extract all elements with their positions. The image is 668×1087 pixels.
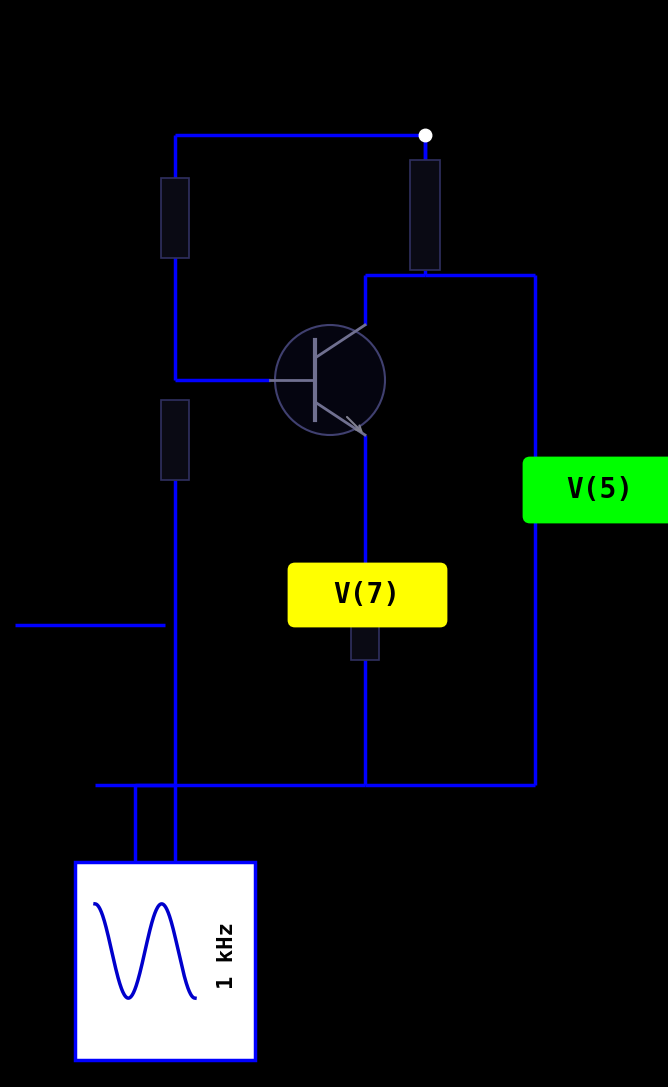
FancyBboxPatch shape (524, 458, 668, 522)
Text: 1 kHz: 1 kHz (217, 923, 237, 989)
Bar (410, 160, 440, 270)
Bar (351, 580, 379, 660)
Text: V(7): V(7) (333, 580, 401, 609)
Text: V(5): V(5) (566, 476, 633, 504)
Circle shape (275, 325, 385, 435)
FancyBboxPatch shape (289, 564, 446, 626)
Bar (75, 862, 255, 1060)
Bar (161, 177, 189, 258)
Bar (161, 400, 189, 480)
